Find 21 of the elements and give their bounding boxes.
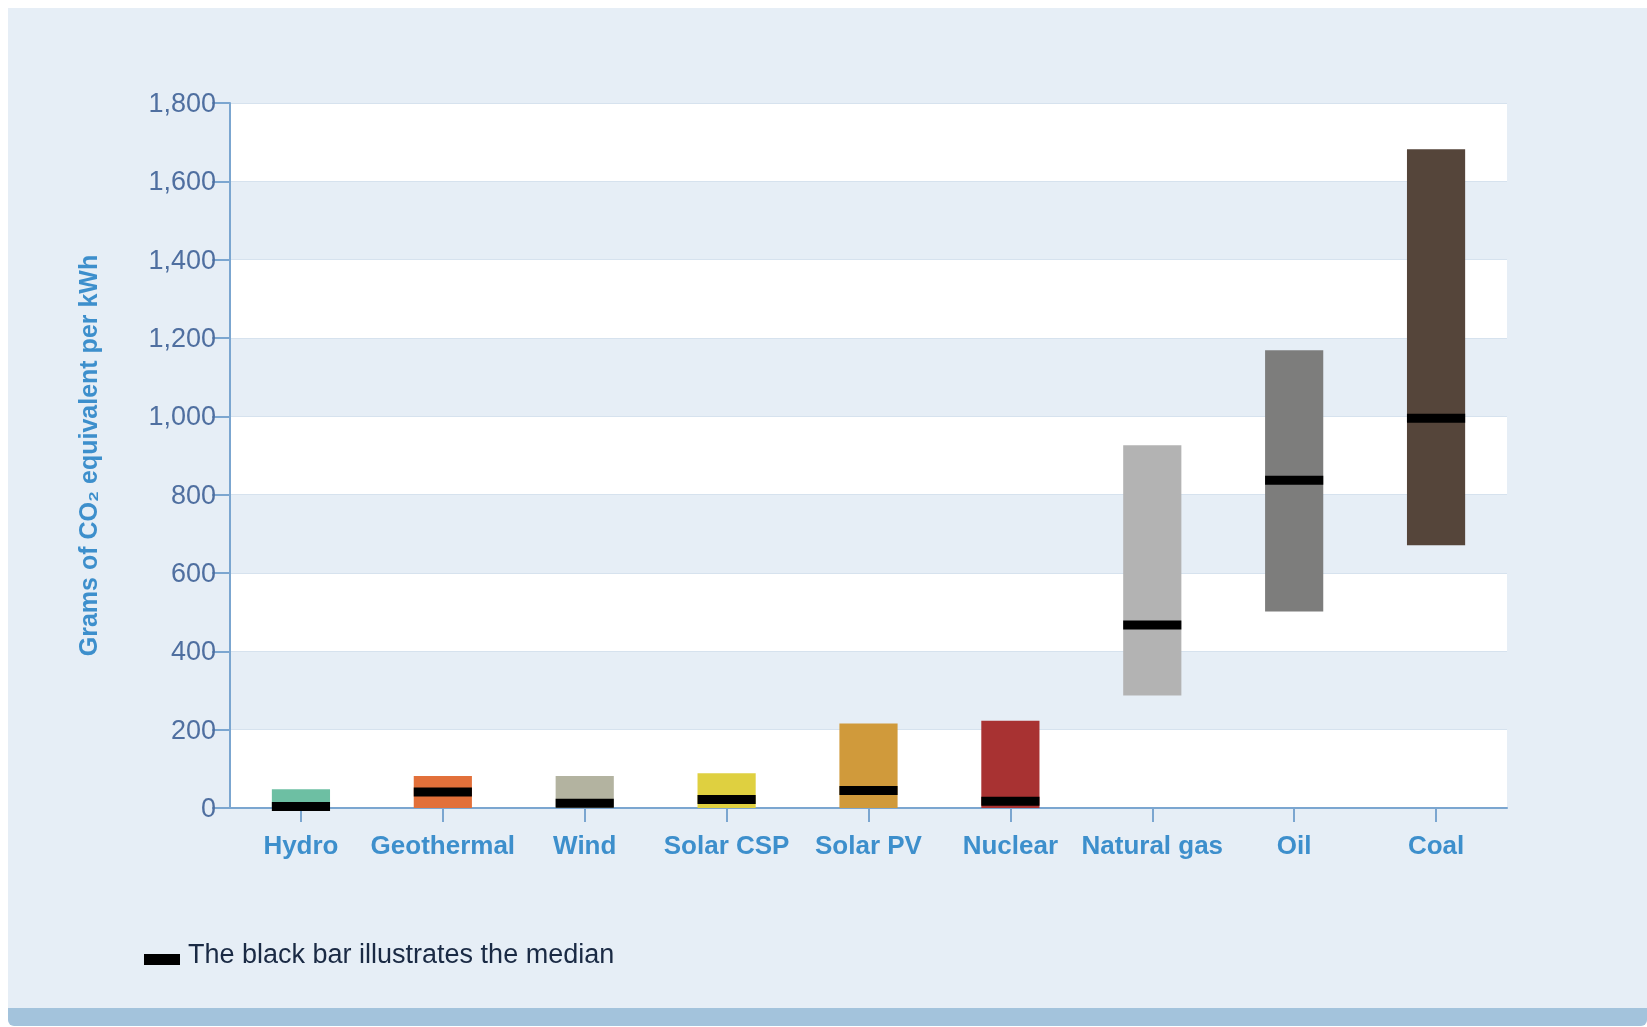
x-tick-label: Coal [1407, 830, 1465, 860]
x-tick-label: Nuclear [962, 830, 1059, 860]
x-tick-label: Oil [1276, 830, 1312, 860]
y-tick-label: 200 [170, 714, 216, 745]
x-tick-label: Geothermal [370, 830, 516, 860]
y-tick-label: 0 [200, 793, 216, 823]
x-tick-label: Solar PV [815, 830, 923, 860]
y-tick-label: 1,200 [148, 323, 216, 353]
y-tick-label: 1,600 [148, 166, 216, 197]
x-tick-label: Hydro [263, 830, 339, 860]
y-tick-label: 1,400 [148, 244, 216, 275]
y-tick-label: 1,800 [148, 88, 216, 118]
y-axis-title: Grams of CO₂ equivalent per kWh [73, 254, 102, 657]
x-tick-label: Natural gas [1081, 830, 1224, 860]
y-tick-label: 1,000 [148, 401, 216, 432]
y-tick-label: 400 [170, 636, 216, 667]
text: The black bar illustrates the median [188, 938, 615, 969]
x-tick-label: Solar CSP [663, 830, 790, 860]
y-tick-label: 800 [170, 479, 216, 510]
x-tick-label: Wind [553, 830, 617, 860]
y-tick-label: 600 [170, 558, 216, 588]
